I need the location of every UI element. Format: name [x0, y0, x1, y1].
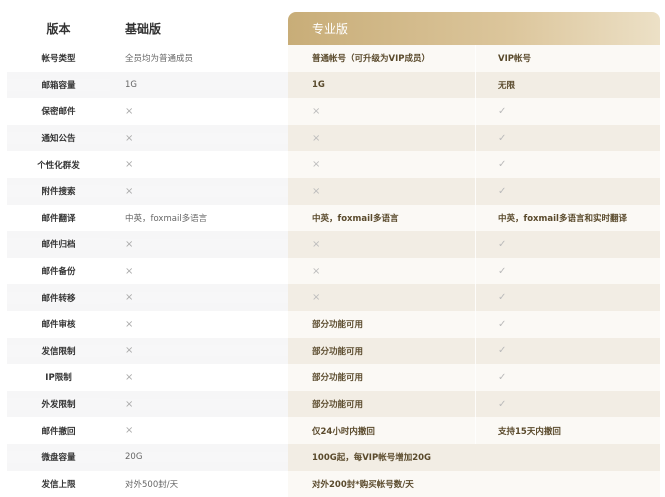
table-row: 外发限制×部分功能可用✓ — [7, 391, 660, 418]
row-label: 邮件翻译 — [7, 212, 110, 224]
pro-value: 普通帐号（可升级为VIP成员） — [288, 45, 475, 72]
row-label: 发信限制 — [7, 345, 110, 357]
check-icon: ✓ — [475, 364, 660, 391]
cross-icon: × — [110, 292, 288, 303]
vip-value: 支持15天内撤回 — [475, 417, 660, 444]
cross-icon: × — [110, 159, 288, 170]
header-pro: 专业版 — [288, 12, 660, 45]
check-icon: ✓ — [475, 98, 660, 125]
row-label: 附件搜索 — [7, 185, 110, 197]
basic-value: 全员均为普通成员 — [110, 52, 288, 64]
table-row: 邮件备份××✓ — [7, 258, 660, 285]
table-row: 邮件翻译中英，foxmail多语言中英，foxmail多语言中英，foxmail… — [7, 205, 660, 232]
cross-icon: × — [110, 266, 288, 277]
cross-icon: × — [288, 151, 475, 178]
table-row: 通知公告××✓ — [7, 125, 660, 152]
pro-value: 100G起，每VIP帐号增加20G — [288, 444, 660, 471]
table-row: 邮件撤回×仅24小时内撤回支持15天内撤回 — [7, 417, 660, 444]
vip-value: VIP帐号 — [475, 45, 660, 72]
row-label: 邮箱容量 — [7, 79, 110, 91]
cross-icon: × — [110, 399, 288, 410]
basic-value: 中英，foxmail多语言 — [110, 212, 288, 224]
pro-value: 部分功能可用 — [288, 311, 475, 338]
header-version: 版本 — [7, 20, 110, 37]
version-comparison-table: 版本 基础版 专业版 帐号类型全员均为普通成员普通帐号（可升级为VIP成员）VI… — [7, 12, 660, 497]
cross-icon: × — [110, 345, 288, 356]
cross-icon: × — [288, 178, 475, 205]
row-label: 帐号类型 — [7, 52, 110, 64]
check-icon: ✓ — [475, 178, 660, 205]
table-row: 邮件转移××✓ — [7, 284, 660, 311]
check-icon: ✓ — [475, 338, 660, 365]
row-label: 发信上限 — [7, 478, 110, 490]
row-label: 邮件归档 — [7, 238, 110, 250]
basic-value: 20G — [110, 452, 288, 462]
row-label: 邮件撤回 — [7, 425, 110, 437]
check-icon: ✓ — [475, 258, 660, 285]
basic-value: 对外500封/天 — [110, 478, 288, 490]
pro-value: 部分功能可用 — [288, 364, 475, 391]
cross-icon: × — [288, 125, 475, 152]
cross-icon: × — [288, 258, 475, 285]
cross-icon: × — [110, 106, 288, 117]
table-row: 邮件归档××✓ — [7, 231, 660, 258]
cross-icon: × — [288, 284, 475, 311]
pro-value: 部分功能可用 — [288, 391, 475, 418]
table-row: 个性化群发××✓ — [7, 151, 660, 178]
row-label: 邮件备份 — [7, 265, 110, 277]
row-label: IP限制 — [7, 371, 110, 383]
check-icon: ✓ — [475, 125, 660, 152]
row-label: 通知公告 — [7, 132, 110, 144]
table-row: 帐号类型全员均为普通成员普通帐号（可升级为VIP成员）VIP帐号 — [7, 45, 660, 72]
check-icon: ✓ — [475, 311, 660, 338]
row-label: 微盘容量 — [7, 451, 110, 463]
row-label: 保密邮件 — [7, 105, 110, 117]
row-label: 邮件转移 — [7, 292, 110, 304]
table-row: IP限制×部分功能可用✓ — [7, 364, 660, 391]
pro-value: 仅24小时内撤回 — [288, 417, 475, 444]
cross-icon: × — [110, 133, 288, 144]
check-icon: ✓ — [475, 231, 660, 258]
pro-value: 对外200封*购买帐号数/天 — [288, 471, 660, 497]
table-row: 发信限制×部分功能可用✓ — [7, 338, 660, 365]
cross-icon: × — [110, 372, 288, 383]
cross-icon: × — [110, 319, 288, 330]
cross-icon: × — [110, 425, 288, 436]
pro-value: 中英，foxmail多语言 — [288, 205, 475, 232]
cross-icon: × — [110, 239, 288, 250]
table-header: 版本 基础版 专业版 — [7, 12, 660, 45]
table-row: 发信上限对外500封/天对外200封*购买帐号数/天 — [7, 471, 660, 497]
vip-value: 无限 — [475, 72, 660, 99]
cross-icon: × — [288, 231, 475, 258]
table-row: 保密邮件××✓ — [7, 98, 660, 125]
vip-value: 中英，foxmail多语言和实时翻译 — [475, 205, 660, 232]
table-row: 附件搜索××✓ — [7, 178, 660, 205]
cross-icon: × — [110, 186, 288, 197]
row-label: 个性化群发 — [7, 159, 110, 171]
check-icon: ✓ — [475, 151, 660, 178]
check-icon: ✓ — [475, 391, 660, 418]
row-label: 邮件审核 — [7, 318, 110, 330]
header-basic: 基础版 — [110, 20, 288, 37]
pro-value: 部分功能可用 — [288, 338, 475, 365]
basic-value: 1G — [110, 80, 288, 90]
cross-icon: × — [288, 98, 475, 125]
row-label: 外发限制 — [7, 398, 110, 410]
table-row: 邮件审核×部分功能可用✓ — [7, 311, 660, 338]
check-icon: ✓ — [475, 284, 660, 311]
pro-value: 1G — [288, 72, 475, 99]
